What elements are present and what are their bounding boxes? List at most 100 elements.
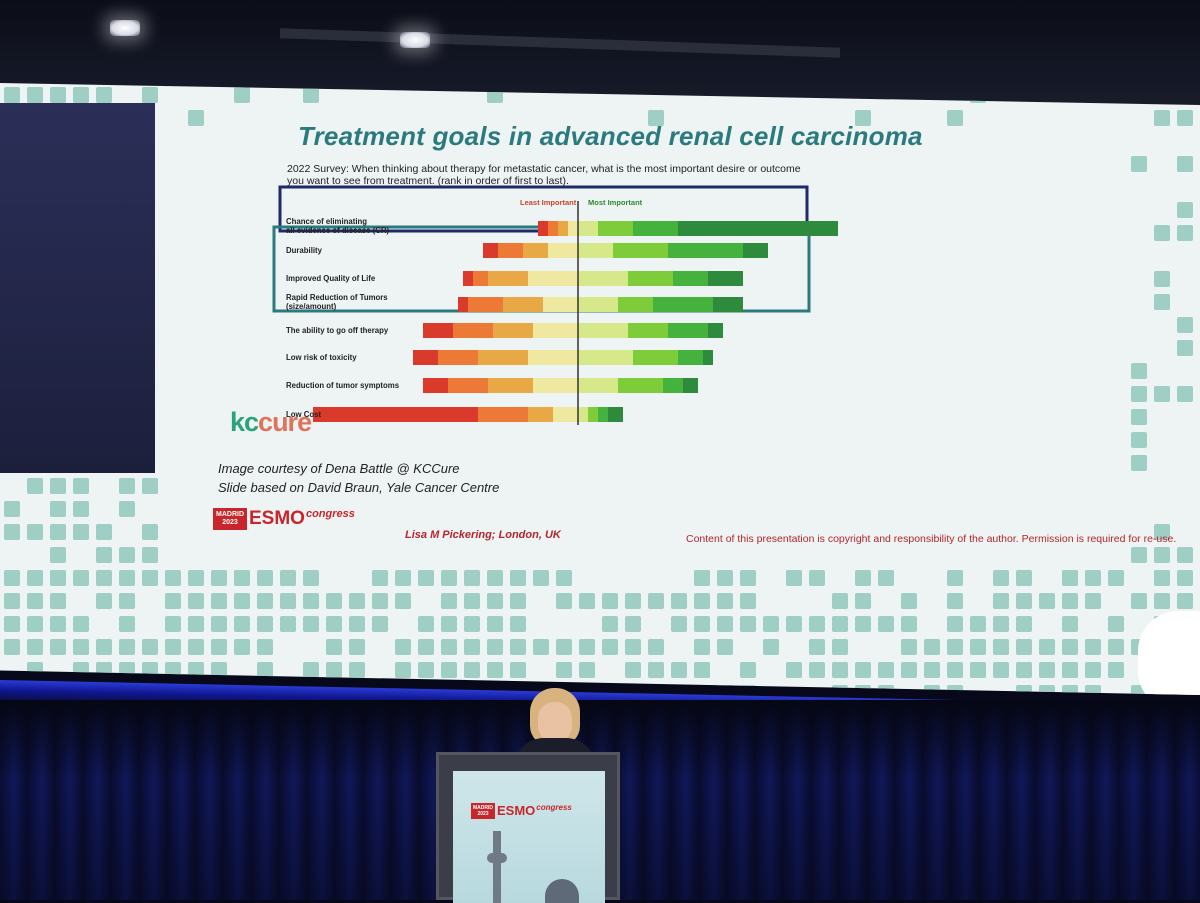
bar-segment	[703, 350, 713, 365]
legend-most-important: Most Important	[588, 198, 643, 207]
bg-tile	[901, 639, 917, 655]
bg-tile	[119, 547, 135, 563]
bg-tile	[50, 593, 66, 609]
category-label-line: Rapid Reduction of Tumors	[286, 293, 388, 302]
bg-tile	[763, 639, 779, 655]
congress-year: 2023	[222, 519, 238, 526]
bg-tile	[901, 616, 917, 632]
bg-tile	[510, 593, 526, 609]
bg-tile	[441, 570, 457, 586]
bar-segment	[578, 243, 613, 258]
bg-tile	[4, 570, 20, 586]
bg-tile	[487, 616, 503, 632]
bg-tile	[993, 662, 1009, 678]
bg-tile	[625, 662, 641, 678]
bg-tile	[4, 639, 20, 655]
bg-tile	[1016, 662, 1032, 678]
bar-segment	[538, 221, 548, 236]
bg-tile	[73, 616, 89, 632]
bg-tile	[1177, 317, 1193, 333]
bg-tile	[533, 639, 549, 655]
bg-tile	[165, 570, 181, 586]
bar-segment	[653, 297, 713, 312]
bg-tile	[625, 593, 641, 609]
podium: MADRID 2023 ESMO congress	[436, 752, 620, 903]
bg-tile	[832, 616, 848, 632]
bg-tile	[234, 616, 250, 632]
bg-tile	[211, 570, 227, 586]
bg-tile	[257, 662, 273, 678]
category-label: Chance of eliminating all evidence of dis…	[286, 217, 390, 235]
bg-tile	[418, 616, 434, 632]
speaker-face	[538, 702, 572, 742]
bar-segment	[548, 243, 578, 258]
bg-tile	[809, 570, 825, 586]
bg-tile	[832, 593, 848, 609]
bg-tile	[27, 593, 43, 609]
bar-segment	[683, 378, 698, 393]
congress-city-badge: MADRID 2023	[213, 508, 247, 530]
bg-tile	[510, 616, 526, 632]
category-label: The ability to go off therapy	[286, 326, 389, 335]
bg-tile	[349, 662, 365, 678]
bg-tile	[1154, 593, 1170, 609]
bar-segment	[618, 297, 653, 312]
bg-tile	[303, 662, 319, 678]
bg-tile	[878, 662, 894, 678]
bar-segment	[628, 271, 673, 286]
bar-segment	[488, 271, 528, 286]
bar-segment	[313, 407, 478, 422]
bg-tile	[602, 639, 618, 655]
bg-tile	[947, 616, 963, 632]
bg-tile	[579, 639, 595, 655]
bar-segment	[578, 378, 618, 393]
podium-panel: MADRID 2023 ESMO congress	[453, 771, 605, 903]
bg-tile	[671, 593, 687, 609]
bg-tile	[4, 501, 20, 517]
bar-segment	[708, 271, 743, 286]
bg-tile	[211, 662, 227, 678]
bg-tile	[464, 593, 480, 609]
podium-congress-logo: MADRID 2023 ESMO congress	[471, 803, 572, 819]
category-label: Durability	[286, 246, 323, 255]
bg-tile	[855, 570, 871, 586]
bg-tile	[487, 570, 503, 586]
bar-segment	[708, 323, 723, 338]
bg-tile	[625, 639, 641, 655]
bg-tile	[142, 87, 158, 103]
bg-tile	[717, 685, 733, 695]
bar-segment	[618, 378, 663, 393]
bg-tile	[50, 478, 66, 494]
bar-segment	[413, 350, 438, 365]
bg-tile	[1108, 662, 1124, 678]
bg-tile	[372, 616, 388, 632]
bg-tile	[1062, 593, 1078, 609]
bg-tile	[73, 501, 89, 517]
bg-tile	[878, 570, 894, 586]
bg-tile	[234, 639, 250, 655]
bg-tile	[970, 639, 986, 655]
bg-tile	[188, 593, 204, 609]
category-label-line: (size/amount)	[286, 302, 337, 311]
bg-tile	[50, 639, 66, 655]
bg-tile	[1154, 386, 1170, 402]
speaker	[530, 688, 580, 746]
bg-tile	[717, 616, 733, 632]
bg-tile	[234, 570, 250, 586]
bg-tile	[510, 639, 526, 655]
bg-tile	[832, 639, 848, 655]
bar-segment	[458, 297, 468, 312]
bar-segment	[453, 323, 493, 338]
bg-tile	[901, 593, 917, 609]
category-label-line: all evidence of disease (CR)	[286, 226, 390, 235]
bg-tile	[303, 593, 319, 609]
bg-tile	[257, 570, 273, 586]
bg-tile	[441, 593, 457, 609]
bg-tile	[96, 570, 112, 586]
bar-segment	[448, 378, 488, 393]
category-label-line: Low Cost	[286, 410, 321, 419]
bg-tile	[1085, 662, 1101, 678]
bg-tile	[27, 478, 43, 494]
bar-segment	[568, 221, 578, 236]
bg-tile	[487, 593, 503, 609]
